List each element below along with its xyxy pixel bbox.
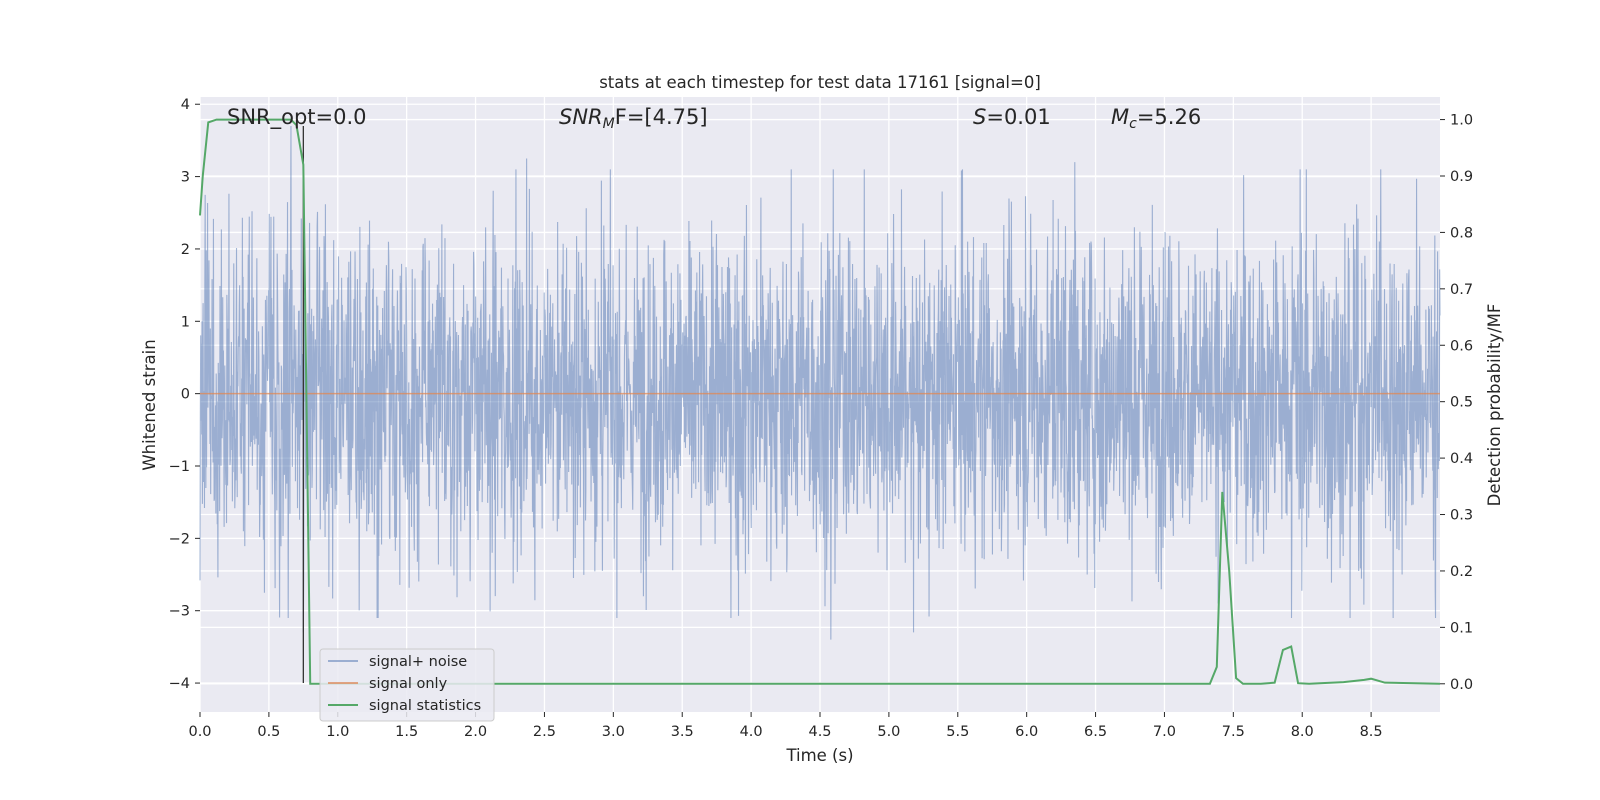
series-signal-noise [199, 125, 1441, 640]
annotation-snr-opt: SNR_opt=0.0 [227, 105, 367, 130]
y-left-tick-label: 3 [181, 170, 190, 186]
x-tick-label: 5.0 [877, 724, 900, 740]
x-tick-label: 2.0 [464, 724, 487, 740]
x-tick-label: 6.5 [1084, 724, 1107, 740]
legend: signal+ noise signal only signal statist… [319, 648, 495, 722]
x-ticks: 0.0 0.5 1.0 1.5 2.0 2.5 3.0 3.5 4.0 4.5 5.0 5.5 6.0 6… [188, 712, 1383, 740]
x-axis-label: Time (s) [785, 746, 853, 765]
y-right-ticks: 1.0 0.9 0.8 0.7 0.6 0.5 0.4 0.3 0.2 0.1 0.0 [1440, 113, 1473, 693]
y-left-axis-label: Whitened strain [140, 339, 159, 470]
y-right-tick-label: 0.6 [1450, 338, 1473, 354]
y-left-tick-label: 2 [181, 242, 190, 258]
x-tick-label: 8.5 [1360, 724, 1383, 740]
signal-noise-line [199, 125, 1441, 640]
y-right-axis-label: Detection probability/MF [1485, 304, 1504, 507]
x-tick-label: 7.0 [1153, 724, 1176, 740]
y-right-tick-label: 0.2 [1450, 564, 1473, 580]
snr-mf-sub: M [603, 116, 615, 132]
x-tick-label: 1.0 [326, 724, 349, 740]
x-tick-label: 8.0 [1291, 724, 1314, 740]
y-right-tick-label: 0.7 [1450, 282, 1473, 298]
x-tick-label: 7.5 [1222, 724, 1245, 740]
y-right-tick-label: 0.0 [1450, 677, 1473, 693]
y-right-tick-label: 0.3 [1450, 508, 1473, 524]
y-right-tick-label: 0.4 [1450, 451, 1473, 467]
mc-val: =5.26 [1137, 105, 1201, 129]
y-right-tick-label: 0.5 [1450, 395, 1473, 411]
x-tick-label: 3.0 [602, 724, 625, 740]
signal-statistics-line [199, 118, 1441, 685]
y-right-tick-label: 0.1 [1450, 620, 1473, 636]
y-left-tick-label: −4 [169, 676, 190, 692]
x-tick-label: 1.5 [395, 724, 418, 740]
mc-sub: c [1129, 116, 1137, 132]
s-val: =0.01 [986, 105, 1050, 129]
y-left-tick-label: 0 [181, 387, 190, 403]
annotation-snr-mf: SNRMF=[4.75] [559, 105, 708, 132]
x-tick-label: 4.0 [740, 724, 763, 740]
series-signal-statistics [199, 118, 1441, 685]
chart-title: stats at each timestep for test data 171… [599, 73, 1041, 92]
legend-label-signal-statistics: signal statistics [369, 698, 481, 714]
y-left-tick-label: −3 [169, 604, 190, 620]
mc-base: M [1111, 105, 1129, 129]
y-right-tick-label: 0.9 [1450, 169, 1473, 185]
x-tick-label: 2.5 [533, 724, 556, 740]
y-left-ticks: 4 3 2 1 0 −1 −2 −3 −4 [169, 97, 200, 692]
x-tick-label: 0.0 [188, 724, 211, 740]
x-tick-label: 0.5 [257, 724, 280, 740]
y-right-tick-label: 1.0 [1450, 113, 1473, 129]
x-tick-label: 4.5 [808, 724, 831, 740]
legend-box [319, 648, 495, 722]
snr-mf-tail: F=[4.75] [615, 105, 708, 129]
y-left-tick-label: −1 [169, 459, 190, 475]
y-left-tick-label: 1 [181, 314, 190, 330]
legend-label-signal-noise: signal+ noise [369, 654, 467, 670]
x-tick-label: 6.0 [1015, 724, 1038, 740]
legend-label-signal-only: signal only [369, 676, 448, 692]
annotation-mc: Mc=5.26 [1111, 105, 1201, 132]
annotation-s: S=0.01 [973, 105, 1051, 129]
s-var: S [973, 105, 986, 129]
y-left-tick-label: 4 [181, 97, 190, 113]
x-tick-label: 5.5 [946, 724, 969, 740]
snr-mf-base: SNR [559, 105, 603, 129]
y-right-tick-label: 0.8 [1450, 225, 1473, 241]
y-left-tick-label: −2 [169, 531, 190, 547]
x-tick-label: 3.5 [671, 724, 694, 740]
